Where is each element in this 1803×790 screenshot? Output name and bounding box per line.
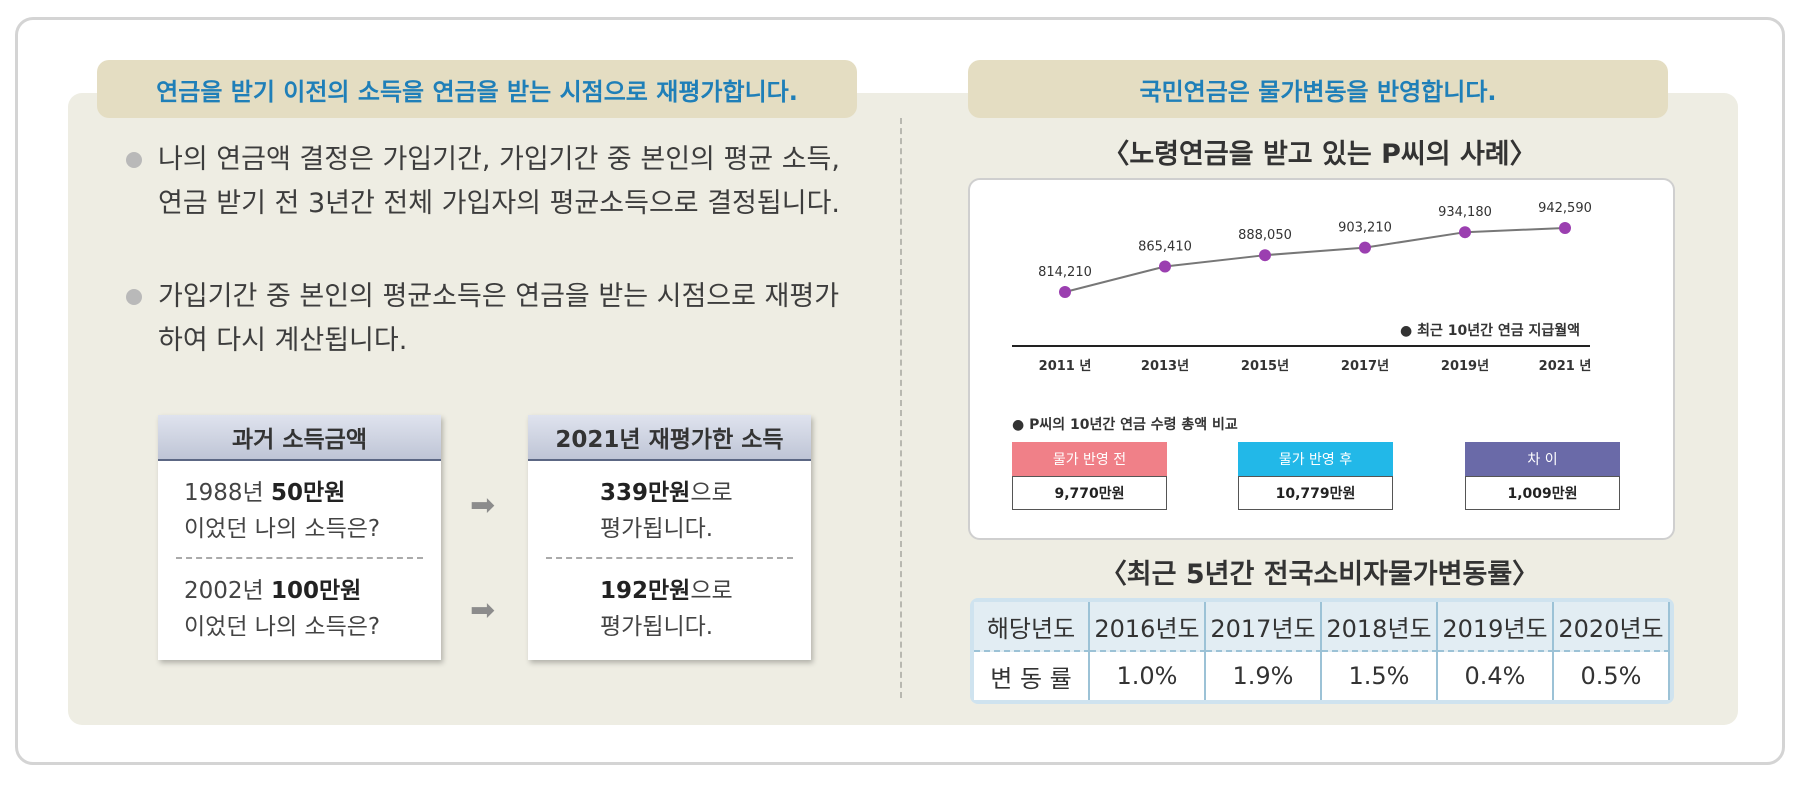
rate-header-cell: 해당년도: [974, 602, 1090, 652]
data-label: 865,410: [1138, 239, 1192, 254]
revalued-row1-text: 평가됩니다.: [600, 516, 714, 542]
rate-title: 〈최근 5년간 전국소비자물가변동률〉: [1099, 559, 1540, 590]
bullet-1: 나의 연금액 결정은 가입기간, 가입기간 중 본인의 평균 소득, 연금 받기…: [122, 138, 842, 226]
past-income-row-2: 2002년 100만원 이었던 나의 소득은?: [184, 573, 380, 645]
revalued-income-card-title: 2021년 재평가한 소득: [528, 415, 811, 461]
past-row1-year: 1988년: [184, 480, 272, 506]
arrow-right-icon: ➡: [470, 593, 496, 628]
data-point: [1259, 249, 1271, 262]
arrow-right-icon: ➡: [470, 488, 496, 523]
inflation-rate-table: 해당년도 2016년도 2017년도 2018년도 2019년도 2020년도 …: [970, 598, 1674, 704]
compare-label-after: 물가 반영 후: [1238, 442, 1393, 476]
revalued-row-2: 192만원으로 평가됩니다.: [600, 573, 733, 645]
left-heading-text: 연금을 받기 이전의 소득을 연금을 받는 시점으로 재평가합니다.: [156, 77, 798, 106]
rate-header-cell: 2019년도: [1438, 602, 1554, 652]
rate-header-cell: 2020년도: [1554, 602, 1670, 652]
pension-chart-box: 814,210 2011 년 865,410 2013년 888,050 2015년 903…: [968, 178, 1675, 540]
chart-note: ● 최근 10년간 연금 지급월액: [1400, 323, 1580, 339]
card-divider: [546, 557, 793, 559]
compare-value-diff: 1,009만원: [1465, 476, 1620, 510]
bullet-dot-icon: [126, 152, 142, 168]
compare-label-before: 물가 반영 전: [1012, 442, 1167, 476]
card-divider: [176, 557, 423, 559]
past-row1-amount: 50만원: [271, 480, 346, 506]
pension-line-chart: 814,210 2011 년 865,410 2013년 888,050 2015년 903…: [1012, 201, 1592, 374]
left-heading: 연금을 받기 이전의 소득을 연금을 받는 시점으로 재평가합니다.: [97, 60, 857, 118]
data-label: 888,050: [1238, 228, 1292, 243]
compare-note: ● P씨의 10년간 연금 수령 총액 비교: [1012, 417, 1238, 433]
data-label: 903,210: [1338, 221, 1392, 236]
x-tick-label: 2011 년: [1039, 359, 1092, 374]
past-row2-amount: 100만원: [271, 578, 362, 604]
past-row1-question: 이었던 나의 소득은?: [184, 516, 381, 542]
bullet-1-text: 나의 연금액 결정은 가입기간, 가입기간 중 본인의 평균 소득, 연금 받기…: [158, 144, 840, 219]
right-heading: 국민연금은 물가변동을 반영합니다.: [968, 60, 1668, 118]
compare-value-before: 9,770만원: [1012, 476, 1167, 510]
rate-value-cell: 0.4%: [1438, 652, 1554, 700]
rate-table-header-row: 해당년도 2016년도 2017년도 2018년도 2019년도 2020년도: [974, 602, 1670, 652]
data-label: 942,590: [1538, 201, 1592, 216]
bullet-2: 가입기간 중 본인의 평균소득은 연금을 받는 시점으로 재평가하여 다시 계산…: [122, 275, 842, 363]
data-point: [1059, 286, 1071, 298]
x-tick-label: 2017년: [1341, 359, 1389, 374]
compare-value-after: 10,779만원: [1238, 476, 1393, 510]
past-income-card-title: 과거 소득금액: [158, 415, 441, 461]
revalued-row-1: 339만원으로 평가됩니다.: [600, 475, 733, 547]
data-point: [1559, 222, 1571, 234]
bullet-dot-icon: [126, 289, 142, 305]
rate-value-cell: 1.0%: [1090, 652, 1206, 700]
past-row2-question: 이었던 나의 소득은?: [184, 614, 381, 640]
rate-header-cell: 2016년도: [1090, 602, 1206, 652]
bullet-2-text: 가입기간 중 본인의 평균소득은 연금을 받는 시점으로 재평가하여 다시 계산…: [158, 281, 840, 356]
data-label: 934,180: [1438, 205, 1492, 220]
revalued-income-card: 2021년 재평가한 소득 339만원으로 평가됩니다. 192만원으로 평가됩…: [528, 415, 811, 660]
data-point: [1359, 241, 1371, 254]
rate-header-cell: 2017년도: [1206, 602, 1322, 652]
case-title: 〈노령연금을 받고 있는 P씨의 사례〉: [1102, 139, 1537, 170]
past-income-row-1: 1988년 50만원 이었던 나의 소득은?: [184, 475, 380, 547]
revalued-row2-text: 평가됩니다.: [600, 614, 714, 640]
rate-value-cell: 0.5%: [1554, 652, 1670, 700]
column-divider: [900, 118, 902, 698]
revalued-row2-suffix: 으로: [690, 578, 733, 604]
rate-value-cell: 1.9%: [1206, 652, 1322, 700]
series-line: [1064, 227, 1566, 293]
rate-value-cell: 변 동 률: [974, 652, 1090, 700]
rate-table-value-row: 변 동 률 1.0% 1.9% 1.5% 0.4% 0.5%: [974, 652, 1670, 700]
rate-header-cell: 2018년도: [1322, 602, 1438, 652]
x-tick-label: 2021 년: [1539, 359, 1592, 374]
x-tick-label: 2013년: [1141, 359, 1189, 374]
revalued-row2-amount: 192만원: [600, 578, 691, 604]
compare-label-diff: 차 이: [1465, 442, 1620, 476]
data-point: [1459, 226, 1471, 239]
x-tick-label: 2015년: [1241, 359, 1289, 374]
revalued-row1-suffix: 으로: [690, 480, 733, 506]
data-label: 814,210: [1038, 265, 1092, 280]
x-tick-label: 2019년: [1441, 359, 1489, 374]
past-income-card: 과거 소득금액 1988년 50만원 이었던 나의 소득은? 2002년 100…: [158, 415, 441, 660]
rate-value-cell: 1.5%: [1322, 652, 1438, 700]
right-heading-text: 국민연금은 물가변동을 반영합니다.: [1139, 77, 1497, 106]
past-row2-year: 2002년: [184, 578, 272, 604]
revalued-row1-amount: 339만원: [600, 480, 691, 506]
data-point: [1159, 260, 1171, 273]
